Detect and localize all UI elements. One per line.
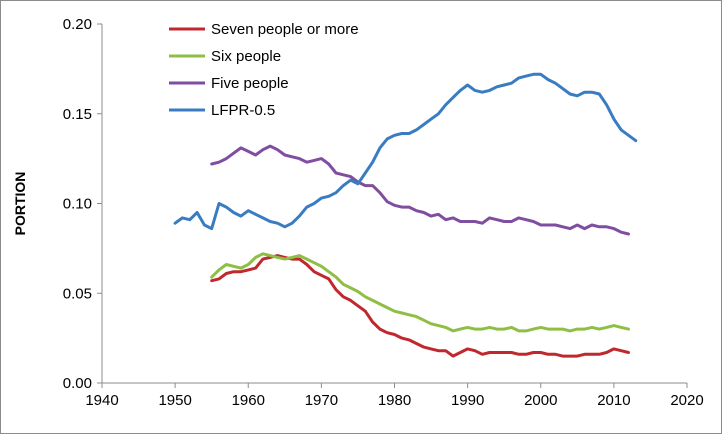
x-tick-label: 2000 — [524, 392, 557, 409]
y-tick-label: 0.05 — [63, 285, 92, 302]
x-ticks: 1940 1950 1960 1970 1980 1990 2000 2010 2020 — [85, 383, 704, 409]
x-tick-label: 1970 — [305, 392, 338, 409]
legend: Seven people or more Six people Five peopl… — [169, 21, 359, 119]
legend-label: Six people — [211, 48, 281, 65]
y-ticks: 0.00 0.05 0.10 0.15 0.20 — [63, 16, 102, 392]
series-line-4 — [173, 72, 638, 231]
x-tick-label: 1940 — [85, 392, 118, 409]
series-line-2 — [210, 252, 630, 333]
x-tick-label: 2010 — [597, 392, 630, 409]
y-tick-label: 0.15 — [63, 106, 92, 123]
legend-label: Five people — [211, 75, 289, 92]
series-layer — [173, 72, 638, 358]
series-line-3 — [210, 144, 630, 236]
y-tick-label: 0.00 — [63, 375, 92, 392]
x-tick-label: 1980 — [378, 392, 411, 409]
y-tick-label: 0.10 — [63, 196, 92, 213]
legend-label: LFPR-0.5 — [211, 102, 275, 119]
legend-label: Seven people or more — [211, 21, 359, 38]
axes: 0.00 0.05 0.10 0.15 0.20 1940 1950 1960 1970 198… — [63, 16, 704, 409]
y-axis-title: PORTION — [12, 172, 28, 236]
x-tick-label: 1950 — [158, 392, 191, 409]
series-line-1 — [210, 254, 630, 358]
y-tick-label: 0.20 — [63, 16, 92, 33]
x-tick-label: 1990 — [451, 392, 484, 409]
x-tick-label: 1960 — [232, 392, 265, 409]
x-tick-label: 2020 — [670, 392, 703, 409]
